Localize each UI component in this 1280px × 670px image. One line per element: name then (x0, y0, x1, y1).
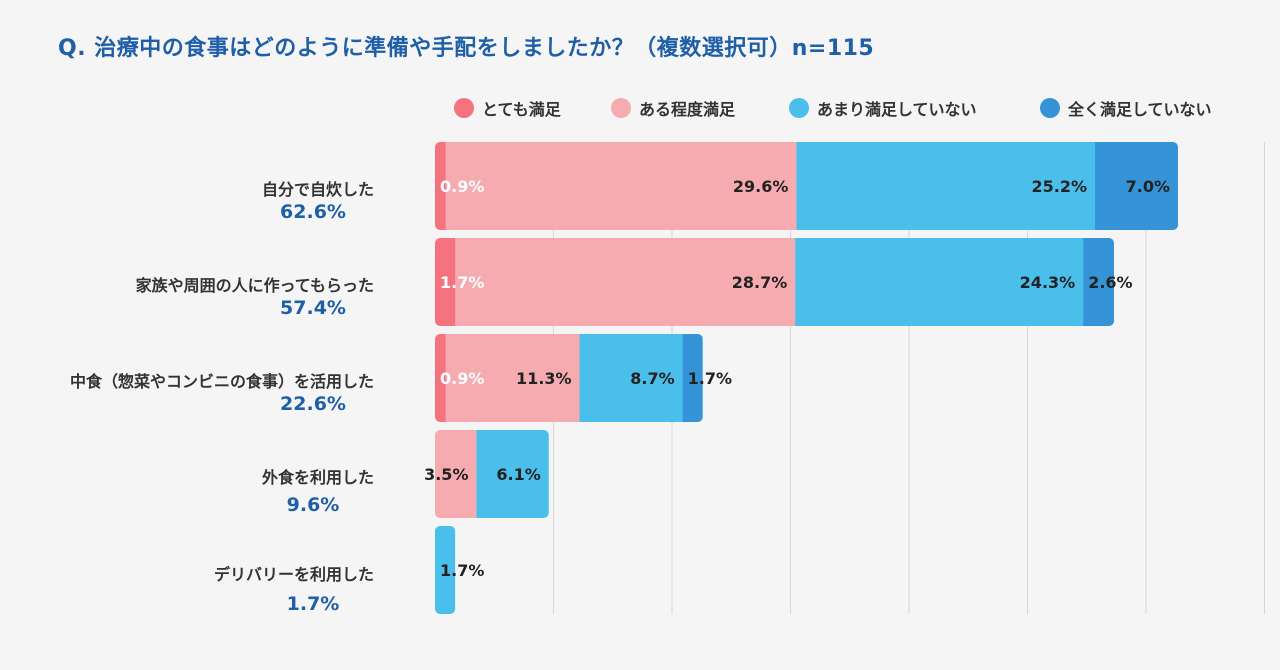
data-label: 1.7% (440, 561, 484, 580)
category-total: 9.6% (286, 494, 340, 516)
bar-segment (796, 142, 1096, 230)
category-label: 外食を利用した (261, 468, 374, 487)
legend-label: 全く満足していない (1068, 100, 1212, 119)
category-total: 57.4% (280, 297, 346, 319)
bar-segment (435, 526, 456, 614)
category-label: デリバリーを利用した (213, 565, 374, 584)
data-label: 24.3% (1020, 273, 1076, 292)
bar-segment (435, 238, 456, 326)
chart-title: Q. 治療中の食事はどのように準備や手配をしましたか？（複数選択可）n=115 (58, 36, 875, 61)
category-label: 家族や周囲の人に作ってもらった (135, 276, 374, 295)
bar-segment (455, 238, 796, 326)
bar-group (435, 334, 703, 422)
data-label: 29.6% (733, 177, 789, 196)
bar-segment (476, 430, 549, 518)
bar-segment (445, 142, 797, 230)
data-label: 11.3% (516, 369, 572, 388)
legend-item-very-satisfied: とても満足 (454, 96, 561, 120)
bar-segment (1083, 238, 1115, 326)
category-label: 中食（惣菜やコンビニの食事）を活用した (69, 372, 374, 391)
data-label: 28.7% (732, 273, 788, 292)
bar-group (435, 238, 1115, 326)
legend-swatch (1040, 98, 1060, 118)
legend-swatch (454, 98, 474, 118)
data-label: 25.2% (1032, 177, 1088, 196)
bar-segment (579, 334, 684, 422)
data-label: 1.7% (688, 369, 732, 388)
legend-label: とても満足 (482, 100, 561, 119)
data-label: 0.9% (440, 177, 484, 196)
category-label: 自分で自炊した (261, 180, 374, 199)
bar-segment (435, 142, 447, 230)
category-total: 62.6% (280, 201, 346, 223)
legend-item-not-very-satisfied: あまり満足していない (789, 96, 977, 120)
category-total: 22.6% (280, 393, 346, 415)
legend-swatch (611, 98, 631, 118)
bar-group (435, 142, 1178, 230)
data-label: 7.0% (1126, 177, 1170, 196)
data-label: 2.6% (1088, 273, 1132, 292)
legend-swatch (789, 98, 809, 118)
category-total: 1.7% (286, 593, 340, 615)
data-label: 0.9% (440, 369, 484, 388)
data-label: 6.1% (496, 465, 540, 484)
bar-segment (435, 334, 447, 422)
legend-item-not-satisfied-at-all: 全く満足していない (1040, 96, 1212, 120)
bar-segment (1095, 142, 1178, 230)
bar-segment (445, 334, 581, 422)
data-label: 8.7% (630, 369, 674, 388)
bar-group (435, 526, 456, 614)
data-label: 3.5% (424, 465, 468, 484)
bar-group (435, 430, 549, 518)
data-label: 1.7% (440, 273, 484, 292)
bar-segment (435, 430, 477, 518)
legend-label: ある程度満足 (639, 100, 736, 119)
bar-segment (682, 334, 703, 422)
bar-segment (795, 238, 1084, 326)
legend-item-somewhat-satisfied: ある程度満足 (611, 96, 735, 120)
legend-label: あまり満足していない (817, 100, 977, 119)
